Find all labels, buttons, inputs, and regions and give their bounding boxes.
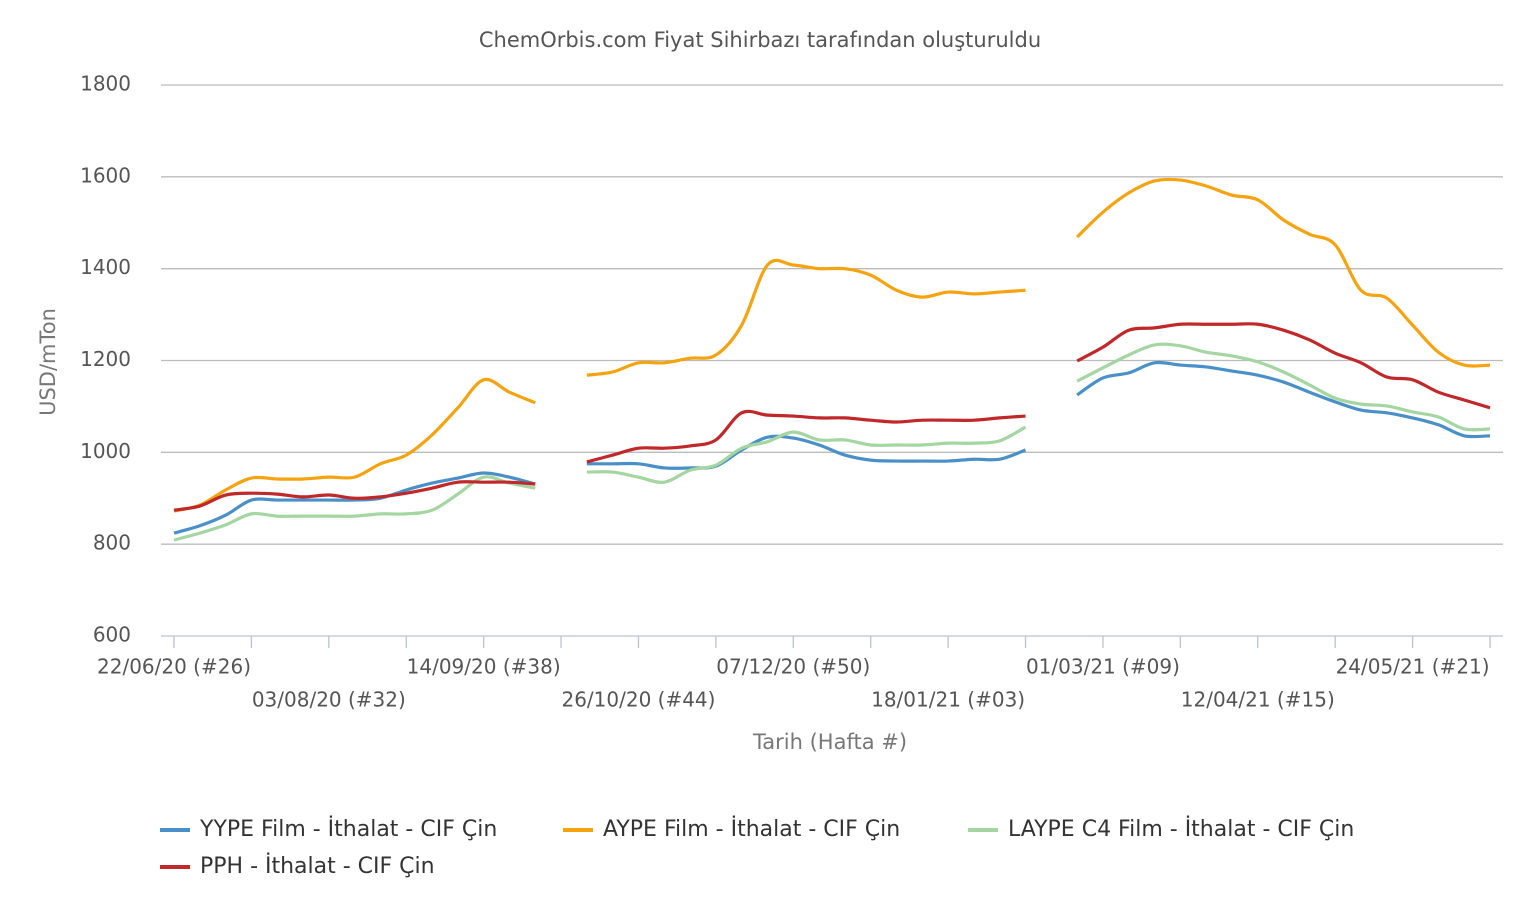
series-line [173,342,1491,542]
y-tick-label: 1200 [80,347,131,371]
series-line [173,360,1491,535]
x-tick-label: 22/06/20 (#26) [97,655,251,679]
x-tick-label: 24/05/21 (#21) [1336,655,1490,679]
x-tick-label: 01/03/21 (#09) [1026,655,1180,679]
y-tick-label: 1600 [80,163,131,187]
series-line [173,177,1491,513]
x-tick-label: 18/01/21 (#03) [871,688,1025,712]
legend-label: AYPE Film - İthalat - CIF Çin [603,816,900,842]
y-tick-label: 600 [93,623,131,647]
chart-title: ChemOrbis.com Fiyat Sihirbazı tarafından… [479,28,1041,52]
y-axis-label: USD/mTon [36,308,60,416]
legend-label: LAYPE C4 Film - İthalat - CIF Çin [1008,816,1354,842]
series-line [173,322,1491,512]
y-tick-label: 1800 [80,72,131,96]
x-tick-label: 03/08/20 (#32) [252,688,406,712]
x-tick-label: 07/12/20 (#50) [716,655,870,679]
x-tick-label: 12/04/21 (#15) [1181,688,1335,712]
x-tick-label: 26/10/20 (#44) [561,688,715,712]
y-tick-label: 1000 [80,439,131,463]
y-tick-label: 1400 [80,255,131,279]
x-tick-label: 14/09/20 (#38) [407,655,561,679]
legend-label: YYPE Film - İthalat - CIF Çin [199,816,497,842]
x-axis-label: Tarih (Hafta #) [752,730,907,754]
y-tick-label: 800 [93,531,131,555]
legend-label: PPH - İthalat - CIF Çin [200,853,435,879]
